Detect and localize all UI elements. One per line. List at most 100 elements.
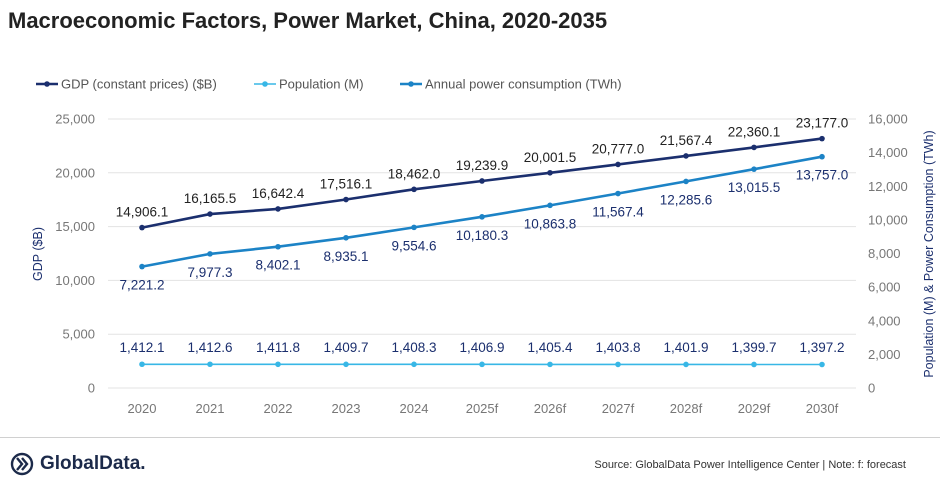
data-point — [207, 211, 213, 217]
data-label: 11,567.4 — [592, 205, 644, 220]
legend-label: Population (M) — [279, 77, 364, 92]
y-right-tick-label: 16,000 — [868, 112, 908, 127]
data-point — [479, 178, 485, 184]
line-chart: 0 5,000 10,000 15,000 20,000 25,000 0 2,000 4,00… — [31, 77, 936, 417]
y-right-tick-label: 2,000 — [868, 347, 901, 362]
data-label: 20,777.0 — [592, 141, 645, 156]
y-left-tick-label: 25,000 — [55, 112, 95, 127]
y-left-tick-label: 5,000 — [62, 327, 95, 342]
data-point — [615, 361, 621, 368]
y-left-tick-label: 20,000 — [55, 165, 95, 180]
data-point — [275, 243, 281, 250]
data-point — [819, 135, 825, 142]
data-label: 1,409.7 — [323, 340, 368, 355]
y-left-axis-title: GDP ($B) — [31, 227, 45, 281]
y-right-tick-label: 8,000 — [868, 246, 901, 261]
data-point — [819, 361, 825, 368]
y-left-tick-label: 15,000 — [55, 219, 95, 234]
x-tick-label: 2024 — [400, 401, 429, 416]
x-tick-label: 2029f — [738, 401, 771, 416]
y-right-tick-label: 10,000 — [868, 212, 908, 227]
data-label: 1,411.8 — [256, 340, 300, 355]
data-label: 23,177.0 — [796, 116, 849, 131]
y-left-tick-label: 0 — [88, 381, 95, 396]
data-label: 8,935.1 — [323, 249, 368, 264]
data-point — [139, 361, 145, 368]
data-label: 1,408.3 — [391, 340, 436, 355]
data-label: 12,285.6 — [660, 192, 713, 207]
data-point — [751, 361, 757, 368]
data-point — [411, 186, 417, 193]
data-point — [275, 206, 281, 212]
y-right-axis-title: Population (M) & Power Consumption (TWh) — [922, 130, 936, 377]
data-label: 7,221.2 — [119, 278, 164, 293]
legend-label: Annual power consumption (TWh) — [425, 77, 622, 92]
globaldata-logo-icon — [10, 452, 34, 476]
data-point — [275, 361, 281, 368]
x-tick-label: 2027f — [602, 401, 635, 416]
chart-title: Macroeconomic Factors, Power Market, Chi… — [8, 8, 608, 33]
data-point — [207, 361, 213, 368]
data-label: 20,001.5 — [524, 150, 577, 165]
data-label: 17,516.1 — [320, 177, 373, 192]
data-label: 8,402.1 — [255, 258, 300, 273]
data-point — [139, 263, 145, 270]
legend-label: GDP (constant prices) ($B) — [61, 77, 217, 92]
globaldata-logo: GlobalData. — [10, 452, 146, 476]
data-label: 19,239.9 — [456, 158, 509, 173]
data-label: 1,406.9 — [459, 340, 504, 355]
y-right-tick-label: 0 — [868, 381, 875, 396]
data-point — [751, 144, 757, 151]
x-tick-label: 2025f — [466, 401, 499, 416]
data-point — [547, 169, 553, 176]
data-point — [683, 153, 689, 159]
y-left-tick-label: 10,000 — [55, 273, 95, 288]
x-tick-label: 2020 — [128, 401, 157, 416]
data-label: 9,554.6 — [391, 238, 436, 253]
data-point — [343, 196, 349, 203]
data-label: 14,906.1 — [116, 205, 169, 220]
data-point — [207, 251, 213, 257]
data-label: 10,180.3 — [456, 228, 509, 243]
data-point — [139, 224, 145, 231]
legend-marker — [408, 81, 414, 87]
data-point — [615, 190, 621, 197]
x-tick-label: 2026f — [534, 401, 567, 416]
data-label: 1,399.7 — [731, 340, 776, 355]
data-point — [411, 361, 417, 368]
data-point — [479, 214, 485, 220]
data-label: 1,412.1 — [119, 340, 164, 355]
footer-divider — [0, 437, 940, 438]
x-tick-label: 2023 — [332, 401, 361, 416]
data-point — [751, 166, 757, 172]
data-label: 1,403.8 — [595, 340, 640, 355]
data-point — [547, 361, 553, 368]
source-note: Source: GlobalData Power Intelligence Ce… — [594, 459, 906, 471]
data-point — [411, 224, 417, 231]
data-label: 1,412.6 — [187, 340, 232, 355]
data-label: 10,863.8 — [524, 216, 577, 231]
data-point — [479, 361, 485, 368]
data-label: 1,401.9 — [663, 340, 708, 355]
data-label: 7,977.3 — [187, 265, 232, 280]
data-point — [683, 361, 689, 368]
y-right-tick-label: 6,000 — [868, 280, 901, 295]
data-label: 16,642.4 — [252, 186, 305, 201]
legend-marker — [262, 81, 268, 87]
data-label: 21,567.4 — [660, 133, 713, 148]
data-label: 1,397.2 — [799, 340, 844, 355]
data-point — [819, 153, 825, 160]
y-right-tick-label: 12,000 — [868, 179, 908, 194]
data-label: 13,015.5 — [728, 180, 781, 195]
y-right-tick-label: 4,000 — [868, 313, 901, 328]
data-label: 18,462.0 — [388, 166, 441, 181]
x-tick-label: 2028f — [670, 401, 703, 416]
data-label: 16,165.5 — [184, 191, 237, 206]
data-label: 1,405.4 — [527, 340, 573, 355]
data-point — [547, 202, 553, 209]
logo-text: GlobalData. — [40, 453, 146, 474]
y-right-tick-label: 14,000 — [868, 145, 908, 160]
data-point — [683, 178, 689, 185]
x-tick-label: 2030f — [806, 401, 839, 416]
legend-marker — [44, 81, 50, 87]
